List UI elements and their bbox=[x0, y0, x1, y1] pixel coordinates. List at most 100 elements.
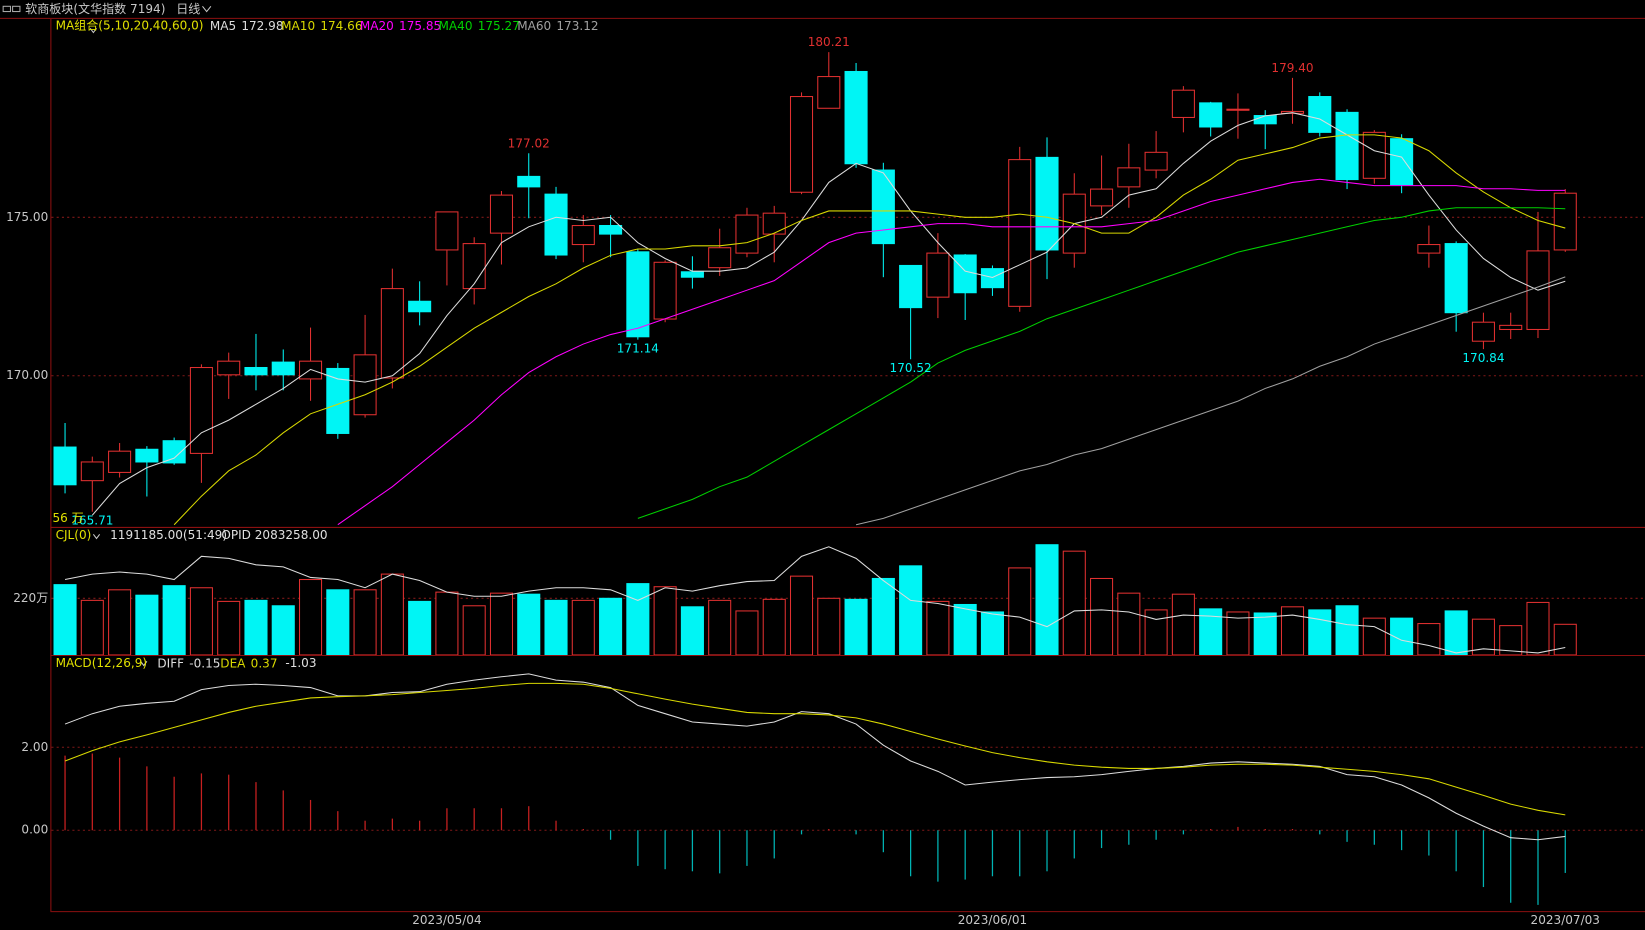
legend-title: CJL(0) bbox=[56, 528, 92, 542]
price-annotation: 171.14 bbox=[617, 342, 659, 356]
candle-body bbox=[380, 288, 404, 379]
candle-body bbox=[1008, 159, 1032, 307]
volume-bar bbox=[1471, 618, 1495, 655]
volume-bar bbox=[1499, 625, 1523, 655]
candle-body bbox=[1199, 102, 1223, 128]
volume-bar bbox=[53, 584, 77, 655]
candle-body bbox=[1090, 188, 1114, 207]
candle-body bbox=[899, 264, 923, 309]
volume-bar bbox=[162, 585, 186, 655]
chevron bbox=[92, 533, 101, 540]
candle-body bbox=[817, 76, 841, 109]
legend-entry: DEA 0.37 bbox=[220, 656, 277, 670]
legend-entry: MA10 174.66 bbox=[281, 19, 362, 33]
candle-body bbox=[626, 251, 650, 338]
volume-bar bbox=[926, 600, 950, 655]
chevron bbox=[140, 660, 148, 667]
legend-text: 175.27 bbox=[478, 19, 520, 33]
legend-text: 174.66 bbox=[320, 19, 362, 33]
line bbox=[64, 673, 1566, 841]
line bbox=[64, 682, 1566, 816]
y-tick-label: 2.00 bbox=[21, 740, 48, 754]
legend-value: -1.03 bbox=[285, 656, 316, 670]
legend-value: 1191185.00(51:49) bbox=[110, 528, 227, 542]
volume-bar bbox=[899, 565, 923, 655]
candle-body bbox=[244, 366, 268, 376]
line bbox=[637, 207, 1566, 519]
candle-body bbox=[517, 175, 541, 188]
candle-body bbox=[1144, 151, 1168, 171]
legend-text: 173.12 bbox=[556, 19, 598, 33]
candle-body bbox=[571, 225, 595, 246]
candle-body bbox=[408, 300, 432, 313]
volume-bar bbox=[735, 610, 759, 655]
chevron bbox=[89, 28, 97, 34]
period-select[interactable]: 日线 bbox=[176, 2, 200, 16]
candle-body bbox=[435, 211, 459, 251]
legend-text: MA40 bbox=[439, 19, 473, 33]
volume-bars bbox=[53, 544, 1577, 655]
legend-text: 175.85 bbox=[399, 19, 441, 33]
candle-body bbox=[353, 354, 377, 416]
candle-body bbox=[1117, 167, 1141, 188]
volume-bar bbox=[326, 589, 350, 655]
candle-body bbox=[489, 194, 514, 234]
candle-body bbox=[1253, 115, 1277, 125]
volume-bar bbox=[789, 575, 814, 655]
volume-bar bbox=[1062, 550, 1086, 655]
candle-body bbox=[789, 96, 814, 193]
header: 软商板块(文华指数 7194) 日线 bbox=[2, 1, 212, 16]
candle-body bbox=[80, 461, 104, 482]
volume-bar bbox=[626, 583, 650, 655]
price-annotation: 170.52 bbox=[890, 361, 932, 375]
candle-body bbox=[871, 169, 895, 245]
candle-body bbox=[271, 361, 295, 376]
line bbox=[337, 178, 1566, 526]
icon bbox=[2, 5, 12, 13]
volume-bar bbox=[1226, 611, 1250, 655]
candle-body bbox=[108, 450, 132, 473]
volume-bar bbox=[1199, 608, 1223, 655]
volume-bar bbox=[517, 593, 541, 655]
volume-bar bbox=[135, 594, 159, 655]
x-tick-label: 2023/07/03 bbox=[1531, 913, 1600, 927]
volume-bar bbox=[408, 600, 432, 655]
candle-body bbox=[162, 440, 186, 464]
volume-bar bbox=[108, 589, 132, 655]
candle-body bbox=[653, 261, 677, 320]
legend-text: DIFF bbox=[157, 656, 184, 670]
volume-bar bbox=[380, 573, 404, 655]
volume-bar bbox=[462, 605, 486, 655]
panel-borders bbox=[0, 17, 1645, 913]
candle-body bbox=[1226, 108, 1250, 111]
chevron[interactable] bbox=[202, 5, 212, 13]
volume-bar bbox=[189, 587, 213, 655]
volume-bar bbox=[817, 597, 841, 655]
price-annotation: 180.21 bbox=[808, 35, 850, 49]
line bbox=[91, 112, 1566, 516]
legend-text: 0.37 bbox=[251, 656, 278, 670]
corner-label: 56 万 bbox=[52, 511, 83, 525]
volume-bar bbox=[1553, 623, 1577, 655]
candle-body bbox=[1499, 324, 1523, 331]
candles bbox=[53, 52, 1577, 526]
volume-bar bbox=[1362, 617, 1386, 655]
volume-bar bbox=[844, 598, 868, 655]
candle-body bbox=[762, 212, 786, 235]
volume-bar bbox=[353, 589, 377, 655]
volume-bar bbox=[544, 599, 568, 655]
volume-bar bbox=[271, 605, 295, 655]
legend-entry: MA60 173.12 bbox=[517, 19, 598, 33]
candle-body bbox=[1417, 244, 1441, 254]
volume-bar bbox=[1417, 623, 1441, 655]
legend-entry: MA5 172.98 bbox=[210, 19, 284, 33]
volume-bar bbox=[298, 578, 323, 655]
volume-bar bbox=[1526, 601, 1550, 655]
legend-title: MA组合(5,10,20,40,60,0) bbox=[56, 18, 204, 33]
volume-bar bbox=[1390, 617, 1414, 655]
x-tick-label: 2023/05/04 bbox=[412, 913, 481, 927]
price-annotation: 170.84 bbox=[1462, 351, 1504, 365]
candle-body bbox=[599, 225, 623, 235]
legend-text: -0.15 bbox=[189, 656, 220, 670]
